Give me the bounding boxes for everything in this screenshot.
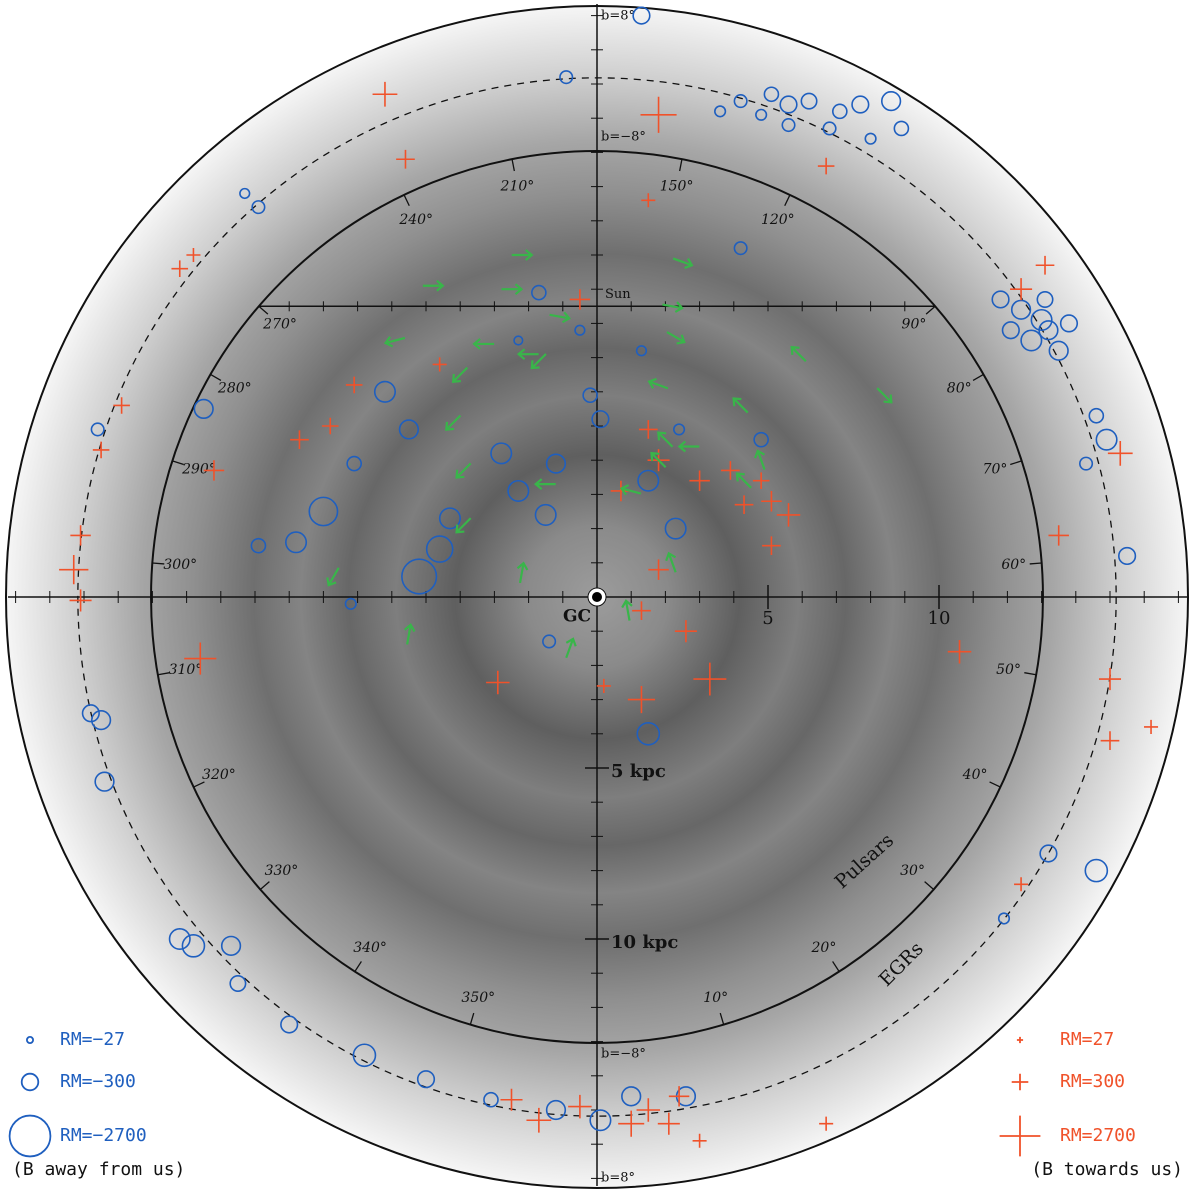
y-tick-label: 5 kpc (611, 761, 666, 782)
longitude-label: 80° (947, 380, 972, 396)
longitude-label: 310° (169, 662, 203, 678)
y-tick-label: 10 kpc (611, 932, 678, 953)
longitude-label: 40° (962, 767, 988, 783)
longitude-label: 60° (1001, 557, 1026, 573)
legend-symbol (10, 1116, 51, 1157)
longitude-label: 240° (398, 212, 433, 228)
chart: PulsarsEGRs5105 kpc10 kpcb=8°b=−8°b=−8°b… (0, 0, 1195, 1190)
legend-label: RM=2700 (1060, 1125, 1136, 1146)
b-label: b=8° (601, 1171, 635, 1186)
longitude-label: 70° (983, 461, 1008, 477)
longitude-label: 330° (265, 863, 299, 879)
gc-label: GC (563, 607, 591, 627)
longitude-label: 10° (703, 990, 728, 1006)
legend-symbol (1017, 1037, 1023, 1043)
longitude-label: 210° (500, 179, 535, 195)
x-tick-label: 10 (928, 608, 951, 629)
longitude-label: 270° (262, 317, 297, 333)
legend-symbol (22, 1074, 39, 1091)
b-label: b=−8° (601, 130, 646, 145)
legend-label: RM=−27 (60, 1029, 125, 1050)
b-label: b=8° (601, 9, 635, 24)
longitude-label: 280° (217, 380, 252, 396)
sun-label: Sun (605, 287, 631, 302)
legend-label: RM=−300 (60, 1071, 136, 1092)
longitude-label: 290° (181, 461, 216, 477)
legend-note: (B away from us) (12, 1159, 185, 1180)
legend-note: (B towards us) (1031, 1159, 1183, 1180)
legend-label: RM=27 (1060, 1029, 1114, 1050)
longitude-label: 320° (202, 767, 236, 783)
longitude-label: 90° (902, 317, 927, 333)
longitude-label: 150° (660, 179, 694, 195)
legend-symbol (1000, 1116, 1041, 1157)
legend-label: RM=−2700 (60, 1125, 147, 1146)
longitude-label: 30° (900, 863, 925, 879)
legend-symbol (27, 1037, 33, 1043)
longitude-label: 340° (353, 940, 387, 956)
x-tick-label: 5 (762, 608, 773, 629)
legend-symbol (1012, 1074, 1029, 1091)
legend-label: RM=300 (1060, 1071, 1125, 1092)
longitude-label: 300° (163, 557, 197, 573)
longitude-label: 20° (811, 940, 837, 956)
longitude-label: 50° (996, 662, 1021, 678)
b-label: b=−8° (601, 1047, 646, 1062)
longitude-label: 350° (461, 990, 495, 1006)
longitude-tick (1030, 563, 1042, 564)
longitude-label: 120° (761, 212, 795, 228)
gc-marker-core (592, 592, 602, 602)
